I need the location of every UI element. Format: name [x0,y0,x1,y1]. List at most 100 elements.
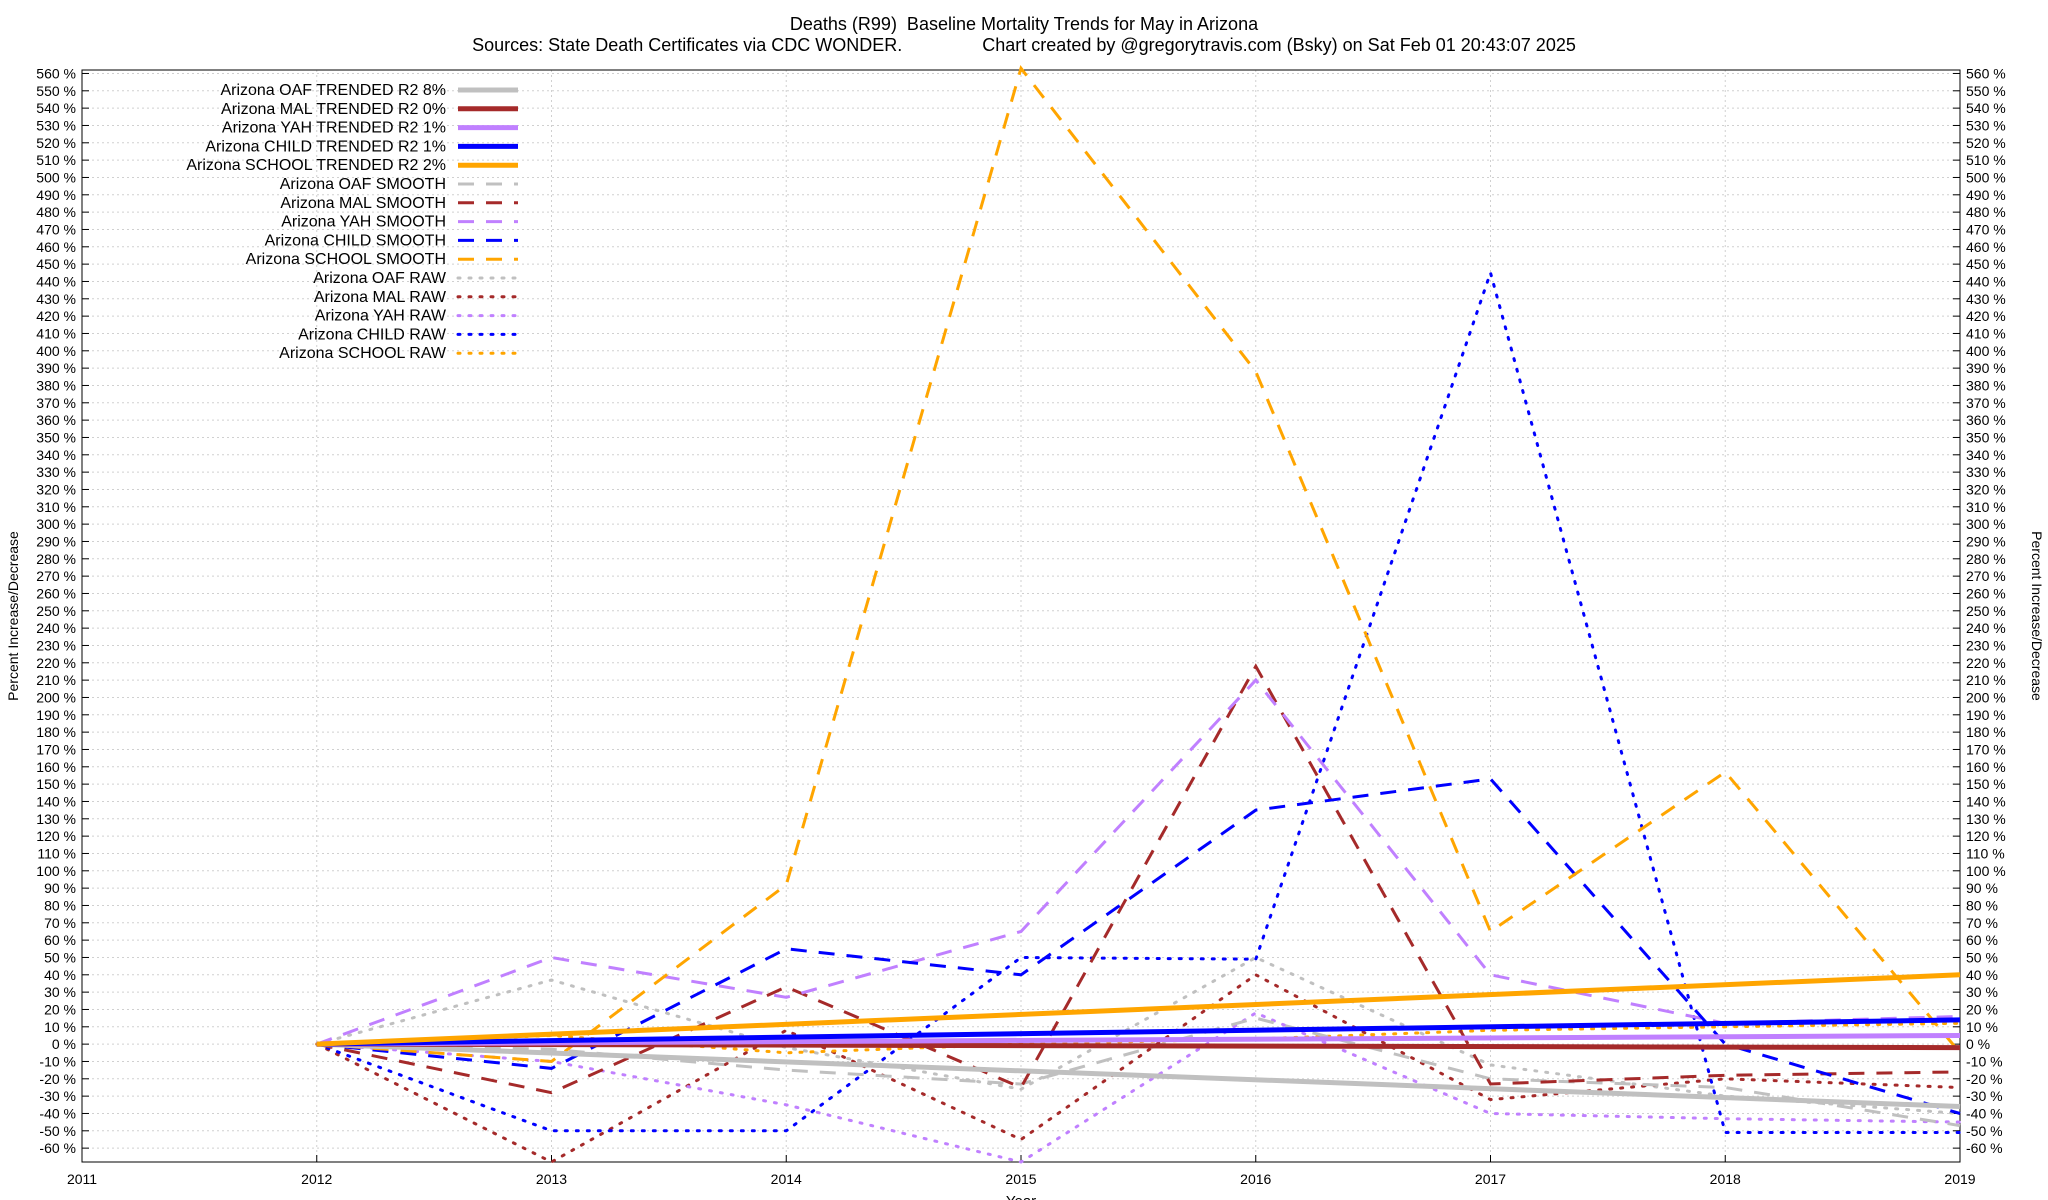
series-line-arizona-school-smooth [316,65,1962,1064]
x-tick-label: 2011 [67,1171,97,1187]
y-tick-label-left: 550 % [36,83,76,99]
y-tick-label-left: 410 % [36,325,76,341]
y-tick-label-left: -20 % [39,1071,76,1087]
y-tick-label-right: 330 % [1966,464,2006,480]
y-tick-label-left: 350 % [36,429,76,445]
y-tick-label-right: 490 % [1966,187,2006,203]
chart-title: Deaths (R99) Baseline Mortality Trends f… [789,14,1259,34]
y-tick-label-left: -10 % [39,1053,76,1069]
y-tick-label-left: 460 % [36,239,76,255]
x-tick-label: 2012 [301,1171,332,1187]
x-axis-label: Year [1006,1193,1036,1200]
y-tick-label-right: -50 % [1966,1123,2003,1139]
y-tick-label-right: 80 % [1966,897,1998,913]
y-tick-label-left: -50 % [39,1123,76,1139]
legend-label: Arizona CHILD RAW [298,326,447,343]
legend-label: Arizona MAL RAW [314,289,447,306]
y-tick-label-left: 10 % [44,1019,76,1035]
y-tick-label-right: 50 % [1966,949,1998,965]
y-tick-label-left: 420 % [36,308,76,324]
y-tick-label-right: 260 % [1966,585,2006,601]
x-tick-label: 2019 [1944,1171,1975,1187]
y-tick-label-right: 200 % [1966,689,2006,705]
y-tick-label-left: 230 % [36,637,76,653]
y-tick-label-right: 500 % [1966,169,2006,185]
series-line-arizona-child-raw [315,267,1962,1134]
y-tick-label-right: 310 % [1966,499,2006,515]
y-tick-label-right: 290 % [1966,533,2006,549]
y-tick-label-right: 560 % [1966,65,2006,81]
y-tick-label-left: 400 % [36,343,76,359]
chart-subtitle: Sources: State Death Certificates via CD… [472,35,1576,55]
y-tick-label-left: -40 % [39,1105,76,1121]
y-tick-label-left: 110 % [37,845,76,861]
y-tick-label-right: 130 % [1966,811,2006,827]
y-tick-label-left: 60 % [44,932,76,948]
y-tick-label-right: 280 % [1966,551,2006,567]
y-tick-label-left: 80 % [44,897,76,913]
x-tick-label: 2018 [1710,1171,1741,1187]
legend-label: Arizona CHILD SMOOTH [265,232,446,249]
y-tick-label-left: 50 % [44,949,76,965]
series-line-arizona-child-smooth [316,777,1961,1115]
legend-label: Arizona YAH RAW [315,308,447,325]
y-tick-label-right: 540 % [1966,100,2006,116]
y-tick-label-right: 440 % [1966,273,2006,289]
y-tick-label-left: 370 % [36,395,76,411]
y-tick-label-left: 510 % [36,152,76,168]
y-tick-label-right: 220 % [1966,655,2006,671]
y-tick-label-right: 230 % [1966,637,2006,653]
y-tick-label-left: 330 % [36,464,76,480]
legend-label: Arizona CHILD TRENDED R2 1% [205,138,446,155]
y-tick-label-left: 70 % [44,915,76,931]
x-tick-label: 2015 [1005,1171,1036,1187]
y-tick-label-right: 60 % [1966,932,1998,948]
y-tick-label-right: 160 % [1966,759,2006,775]
y-tick-label-right: 520 % [1966,135,2006,151]
y-tick-label-left: 310 % [36,499,76,515]
y-tick-label-left: 100 % [36,863,76,879]
y-tick-label-left: 530 % [36,117,76,133]
y-tick-label-right: 470 % [1966,221,2006,237]
y-tick-label-left: 320 % [36,481,76,497]
series-line-arizona-child-trended-r2-1 [316,1017,1961,1047]
y-axis-label-left: Percent Increase/Decrease [5,531,21,701]
y-tick-label-right: -20 % [1966,1071,2003,1087]
y-tick-label-left: 360 % [36,412,76,428]
y-tick-label-left: 180 % [36,724,76,740]
y-tick-label-right: 460 % [1966,239,2006,255]
y-tick-label-right: 320 % [1966,481,2006,497]
y-tick-label-right: 210 % [1966,672,2006,688]
y-tick-label-left: 290 % [36,533,76,549]
legend-label: Arizona OAF SMOOTH [280,176,446,193]
y-tick-label-right: 0 % [1966,1036,1990,1052]
y-tick-label-right: 70 % [1966,915,1998,931]
x-tick-label: 2013 [536,1171,567,1187]
y-tick-label-right: 140 % [1966,793,2006,809]
y-tick-label-left: 520 % [36,135,76,151]
y-tick-label-left: 390 % [36,360,76,376]
y-tick-label-left: 280 % [36,551,76,567]
y-tick-label-right: 270 % [1966,568,2006,584]
series-line-arizona-oaf-trended-r2-8 [316,1041,1961,1109]
y-tick-label-left: 20 % [44,1001,76,1017]
y-tick-label-right: 510 % [1966,152,2006,168]
y-tick-label-right: 370 % [1966,395,2006,411]
y-tick-label-right: 10 % [1966,1019,1998,1035]
y-tick-label-right: 430 % [1966,291,2006,307]
y-tick-label-right: 240 % [1966,620,2006,636]
y-tick-label-left: 210 % [36,672,76,688]
y-tick-label-right: 410 % [1966,325,2006,341]
legend-label: Arizona SCHOOL RAW [279,345,447,362]
y-tick-label-left: 450 % [36,256,76,272]
y-tick-label-right: 350 % [1966,429,2006,445]
y-tick-label-left: 140 % [36,793,76,809]
series-line-arizona-yah-raw [315,1011,1962,1164]
y-tick-label-right: 400 % [1966,343,2006,359]
y-tick-label-right: 20 % [1966,1001,1998,1017]
series-line-arizona-oaf-raw [315,955,1962,1115]
y-tick-label-right: 190 % [1966,707,2006,723]
y-tick-label-right: 340 % [1966,447,2006,463]
legend-label: Arizona SCHOOL SMOOTH [246,251,446,268]
y-tick-label-left: 500 % [36,169,76,185]
